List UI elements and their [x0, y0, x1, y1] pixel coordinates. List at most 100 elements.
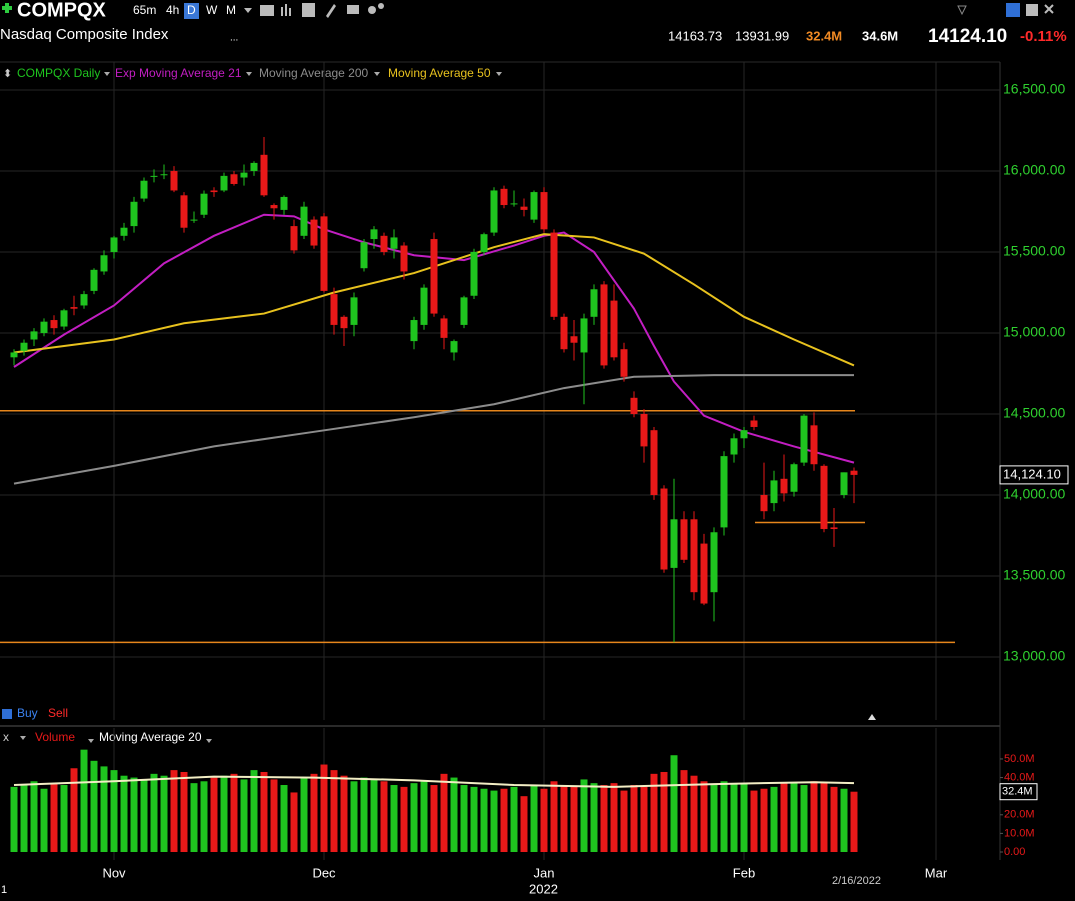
candle-body [680, 519, 688, 560]
volume-bar [450, 777, 458, 852]
volume-bar [590, 783, 598, 852]
moving-average [13, 374, 854, 485]
volume-bar [160, 775, 168, 852]
volume-bar [390, 785, 398, 852]
volume-bar [310, 773, 318, 852]
candle-body [730, 438, 738, 455]
candle-body [520, 206, 528, 210]
volume-bar [260, 771, 268, 852]
last-price-box [999, 465, 1069, 485]
y-tick-label: 13,000.00 [1003, 648, 1065, 664]
avg-volume: 34.6M [862, 28, 898, 43]
candle-body [90, 269, 98, 291]
candle-body [40, 321, 48, 334]
more[interactable]: ... [230, 33, 238, 44]
candle-body [340, 316, 348, 329]
candle-body [310, 219, 318, 246]
signal-icon [2, 709, 12, 719]
candle-body [800, 415, 808, 463]
volume-bar [500, 788, 508, 852]
legend-item[interactable]: Moving Average 200 [259, 66, 369, 80]
y-tick-label: 13,500.00 [1003, 567, 1065, 583]
volume-bar [730, 783, 738, 852]
legend-item[interactable]: COMPQX Daily [17, 66, 100, 80]
year-label: 2022 [529, 881, 558, 896]
volume-legend[interactable]: Volume [35, 730, 75, 744]
volume-ma-legend[interactable]: Moving Average 20 [99, 730, 202, 744]
candle-body [400, 245, 408, 272]
interval[interactable]: W [206, 3, 218, 17]
candle-body [770, 480, 778, 504]
volume: 32.4M [806, 28, 842, 43]
candle-body [430, 239, 438, 314]
candle-body [20, 342, 28, 351]
interval[interactable]: 4h [166, 3, 179, 17]
moving-average [13, 233, 855, 367]
volume-bar [470, 786, 478, 852]
buy-label[interactable]: Buy [17, 706, 38, 720]
candle-body [850, 470, 858, 475]
y-tick-label: 50.0M [1004, 753, 1035, 765]
volume-bar [620, 790, 628, 852]
legend-handle[interactable]: ⬍ [3, 68, 12, 80]
candle-body [840, 472, 848, 495]
legend-arrow[interactable] [20, 736, 26, 740]
add-icon[interactable] [2, 3, 12, 13]
volume-bar [520, 796, 528, 852]
y-tick-label: 40.0M [1004, 771, 1035, 783]
volume-bar [800, 785, 808, 852]
candle-body [660, 488, 668, 570]
volume-bar [580, 779, 588, 852]
candle-body [790, 464, 798, 492]
volume-bar [20, 785, 28, 852]
volume-bar [810, 781, 818, 852]
candle-body [750, 420, 758, 427]
volume-bar [120, 775, 128, 852]
volume-bar [70, 768, 78, 852]
candle-body [470, 252, 478, 296]
y-tick-label: 20.0M [1004, 809, 1035, 821]
volume-bar [610, 783, 618, 852]
candle-body [550, 232, 558, 317]
candle-body [780, 478, 788, 494]
candle-body [700, 543, 708, 604]
interval[interactable]: D [187, 3, 196, 17]
volume-bar [710, 785, 718, 852]
volume-bar [680, 770, 688, 852]
y-tick-label: 0.00 [1004, 846, 1025, 858]
sell-label[interactable]: Sell [48, 706, 68, 720]
volume-bar [850, 791, 858, 852]
legend-item[interactable]: Exp Moving Average 21 [115, 66, 242, 80]
interval[interactable]: 65m [133, 3, 156, 17]
close-pane[interactable]: x [3, 730, 9, 744]
volume-bar [370, 779, 378, 852]
candle-body [60, 310, 68, 327]
volume-bar [130, 777, 138, 852]
candle-body [480, 234, 488, 253]
interval-highlight [184, 3, 199, 19]
candle-body [720, 456, 728, 528]
volume-bar [460, 785, 468, 852]
candle-body [170, 171, 178, 191]
toolbar-icons[interactable] [244, 3, 1054, 18]
volume-bar [540, 788, 548, 852]
candle-body [610, 300, 618, 358]
scroll-marker[interactable] [868, 714, 876, 720]
legend-arrows[interactable] [88, 72, 502, 743]
volume-bar [670, 755, 678, 852]
symbol: COMPQX [17, 0, 107, 21]
candle-body [760, 494, 768, 512]
volume-bar [320, 764, 328, 852]
volume-bar [200, 781, 208, 852]
volume-bar [10, 786, 18, 852]
candle-body [600, 284, 608, 366]
candle-body [380, 235, 388, 253]
volume-bar [80, 749, 88, 852]
candle-body [110, 237, 118, 253]
legend-item[interactable]: Moving Average 50 [388, 66, 491, 80]
interval[interactable]: M [226, 3, 236, 17]
instrument-name: Nasdaq Composite Index [0, 26, 169, 43]
candle-body [140, 180, 148, 199]
volume-bar [700, 781, 708, 852]
